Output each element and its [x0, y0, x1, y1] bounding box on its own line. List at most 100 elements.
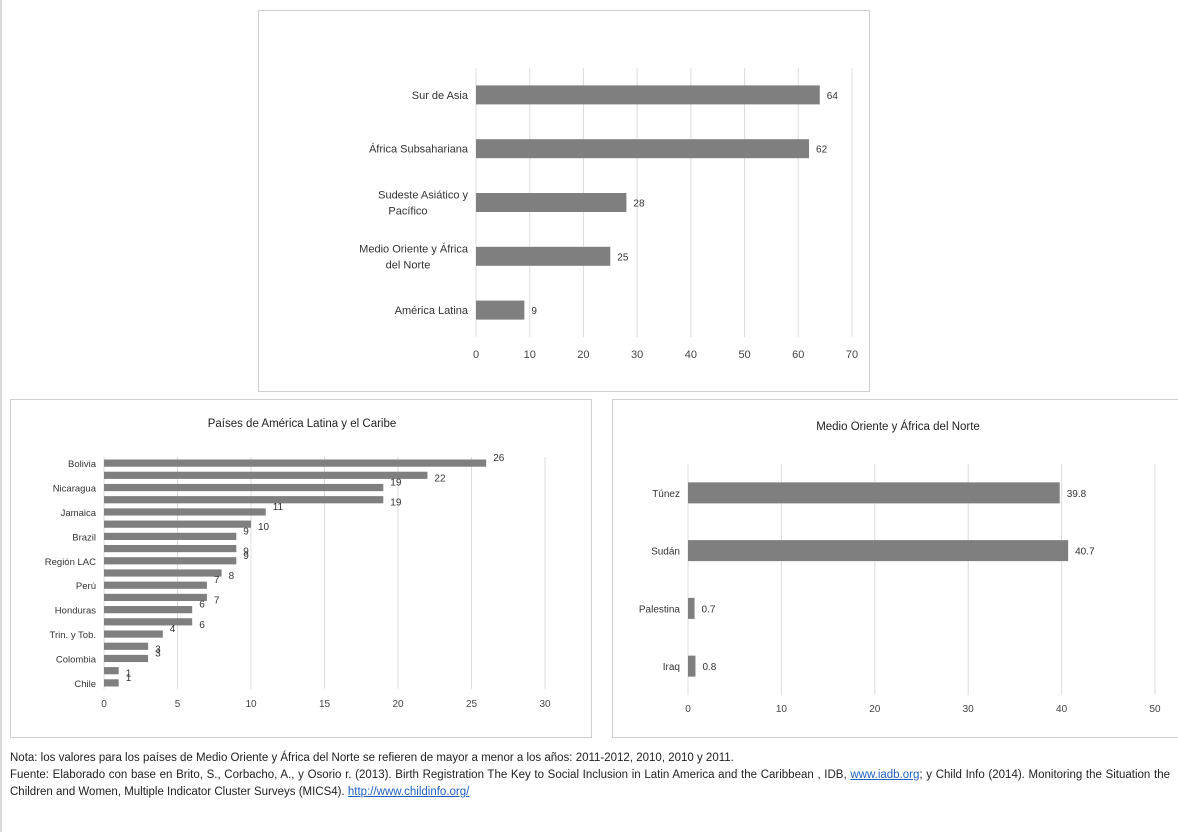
bar: [688, 597, 695, 619]
x-tick-label: 30: [539, 699, 551, 710]
category-label-line: Sudeste Asiático y: [378, 190, 468, 202]
x-tick-label: 10: [776, 704, 788, 715]
x-tick-label: 0: [473, 349, 479, 361]
data-label: 0.7: [702, 604, 716, 615]
x-tick-label: 40: [685, 349, 697, 361]
source-text: Fuente: Elaborado con base en Brito, S.,…: [10, 767, 1170, 801]
data-label: 8: [229, 571, 235, 582]
x-tick-label: 10: [524, 349, 536, 361]
x-tick-label: 15: [319, 699, 331, 710]
page-frame-edge: [0, 0, 2, 832]
bar: [104, 618, 193, 626]
x-tick-label: 20: [392, 699, 404, 710]
childinfo-link[interactable]: http://www.childinfo.org/: [347, 786, 470, 798]
chart-panel-mena: Medio Oriente y África del Norte 0 10 20 30 4…: [612, 399, 1178, 738]
x-tick-label: 50: [738, 349, 750, 361]
x-tick-label: 50: [1149, 704, 1161, 715]
data-label: 39.8: [1067, 489, 1087, 500]
source-text-middle: ; y Child Info (2014). Monitoring the Si…: [10, 769, 1170, 798]
data-label: 9: [243, 551, 249, 562]
bar: [104, 581, 207, 589]
category-label-line: Pacífico: [388, 206, 427, 218]
data-label: 19: [390, 478, 402, 489]
x-tick-label: 5: [175, 699, 181, 710]
x-tick-label: 70: [846, 349, 858, 361]
bar: [476, 139, 810, 159]
x-tick-label: 25: [466, 699, 478, 710]
data-label: 9: [531, 306, 537, 317]
data-label: 7: [214, 595, 220, 606]
chart-panel-regions: 0 10 20 30 40 50 60 70 64 62 28 25 9 Sur de Asia Áfric…: [258, 10, 870, 392]
category-label: Palestina: [639, 604, 681, 615]
bar: [104, 642, 149, 650]
bar: [688, 655, 696, 677]
bar: [104, 483, 384, 492]
category-label: Bolivia: [68, 459, 97, 470]
bar: [104, 654, 149, 663]
chart-mena-svg: Medio Oriente y África del Norte 0 10 20 30 4…: [639, 420, 1161, 715]
bar: [104, 667, 119, 675]
bar: [104, 606, 193, 614]
data-label: 10: [258, 522, 270, 533]
category-label: Túnez: [652, 489, 680, 500]
bar: [476, 300, 525, 320]
category-label: Sudeste Asiático y Pacífico: [378, 190, 468, 218]
category-label: Región LAC: [45, 557, 96, 568]
category-label: Jamaica: [61, 508, 97, 519]
x-tick-label: 60: [792, 349, 804, 361]
category-label: Sudán: [651, 547, 680, 558]
data-label: 1: [126, 673, 132, 684]
data-label: 25: [617, 252, 629, 263]
data-label: 3: [155, 648, 161, 659]
bar: [104, 569, 222, 577]
x-tick-label: 30: [963, 704, 975, 715]
category-label: Colombia: [56, 654, 97, 665]
bar: [104, 459, 487, 467]
bar: [476, 246, 611, 266]
category-label-line: del Norte: [386, 259, 431, 271]
category-label: Sur de Asia: [412, 90, 469, 102]
bar: [104, 593, 207, 602]
category-label: Medio Oriente y África del Norte: [359, 242, 469, 271]
data-label: 6: [199, 620, 205, 631]
data-label: 26: [493, 453, 505, 464]
data-label: 19: [390, 498, 402, 509]
bar: [104, 630, 163, 638]
bar: [104, 557, 237, 565]
bar: [104, 520, 251, 528]
data-label: 40.7: [1075, 547, 1095, 558]
x-tick-label: 0: [685, 704, 691, 715]
bar: [476, 193, 627, 212]
chart-regions-svg: 0 10 20 30 40 50 60 70 64 62 28 25 9 Sur de Asia Áfric…: [359, 68, 858, 361]
category-label: Iraq: [663, 662, 680, 673]
data-label: 62: [816, 145, 828, 156]
chart-panel-latam: Países de América Latina y el Caribe 0 5 10…: [10, 399, 592, 738]
category-label: África Subsahariana: [369, 143, 469, 156]
data-label: 9: [243, 547, 249, 558]
chart-title: Países de América Latina y el Caribe: [208, 418, 397, 430]
data-label: 11: [273, 502, 284, 513]
data-label: 7: [214, 575, 220, 586]
iadb-link[interactable]: www.iadb.org: [850, 769, 920, 781]
bar: [688, 540, 1069, 562]
category-label: Nicaragua: [53, 484, 97, 495]
category-label: América Latina: [395, 305, 469, 317]
x-tick-label: 20: [577, 349, 589, 361]
category-label: Perú: [76, 581, 96, 592]
data-label: 9: [243, 526, 249, 537]
data-label: 28: [633, 199, 645, 210]
category-label: Brazil: [72, 532, 96, 543]
chart-latam-svg: Países de América Latina y el Caribe 0 5 10…: [45, 418, 551, 710]
source-text-start: Fuente: Elaborado con base en Brito, S.,…: [10, 769, 851, 781]
data-label: 4: [170, 624, 176, 635]
data-label: 22: [434, 473, 446, 484]
x-tick-label: 0: [101, 699, 107, 710]
chart-title: Medio Oriente y África del Norte: [816, 420, 980, 433]
note-text: Nota: los valores para los países de Med…: [10, 752, 734, 764]
bar: [104, 544, 237, 553]
bar: [104, 679, 119, 687]
category-label: Honduras: [55, 606, 96, 617]
data-label: 1: [126, 669, 132, 680]
category-label: Trin. y Tob.: [50, 630, 96, 641]
bar: [104, 471, 428, 479]
